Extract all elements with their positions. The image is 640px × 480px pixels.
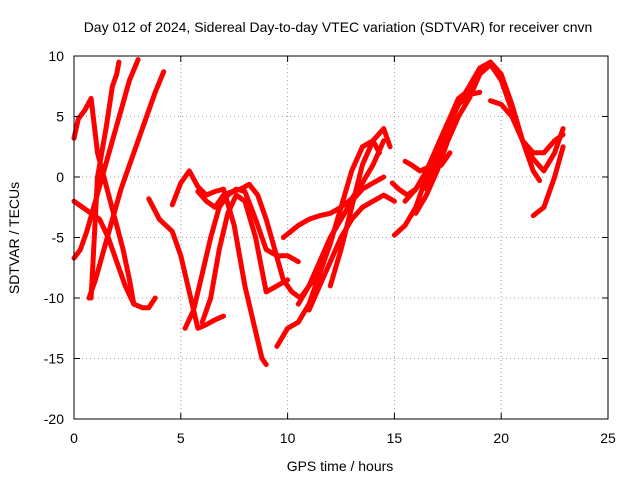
x-tick-label: 10 — [280, 430, 296, 446]
y-tick-label: -20 — [44, 411, 64, 427]
x-tick-label: 5 — [177, 430, 185, 446]
series-line-track-20 — [413, 62, 566, 216]
y-tick-label: 0 — [56, 169, 64, 185]
y-tick-label: -5 — [52, 230, 65, 246]
series-line-track-21 — [423, 89, 483, 192]
series-line-track-6 — [146, 196, 226, 331]
series-line-track-7 — [169, 168, 269, 368]
series-group — [71, 57, 566, 368]
y-tick-labels: -20 -15 -10 -5 0 5 10 — [44, 48, 64, 427]
x-tick-label: 25 — [600, 430, 616, 446]
x-tick-label: 15 — [387, 430, 403, 446]
y-tick-label: 5 — [56, 109, 64, 125]
y-tick-label: -10 — [44, 290, 64, 306]
series-line-track-2 — [71, 198, 158, 311]
series-line-track-23 — [530, 144, 566, 219]
series-line-track-10 — [199, 192, 291, 325]
y-tick-label: -15 — [44, 351, 64, 367]
series-line-track-22 — [488, 98, 566, 156]
series-line-track-4 — [86, 69, 167, 301]
y-tick-label: 10 — [48, 48, 64, 64]
axis-ticks — [73, 55, 609, 420]
series-line-track-5 — [88, 59, 122, 301]
series-line-track-12 — [280, 138, 387, 240]
x-tick-labels: 0 5 10 15 20 25 — [70, 430, 616, 446]
series-line-track-15 — [327, 126, 393, 289]
grid — [74, 56, 608, 419]
y-axis-label: SDTVAR / TECUs — [6, 182, 22, 294]
series-line-track-9 — [195, 181, 323, 301]
x-tick-label: 0 — [70, 430, 78, 446]
x-tick-label: 20 — [493, 430, 509, 446]
chart-title: Day 012 of 2024, Sidereal Day-to-day VTE… — [84, 19, 593, 35]
series-line-track-3 — [71, 57, 141, 261]
series-line-track-13 — [295, 174, 387, 307]
series-line-track-19 — [402, 87, 472, 204]
x-axis-label: GPS time / hours — [287, 458, 394, 474]
series-line-track-14 — [306, 192, 397, 313]
